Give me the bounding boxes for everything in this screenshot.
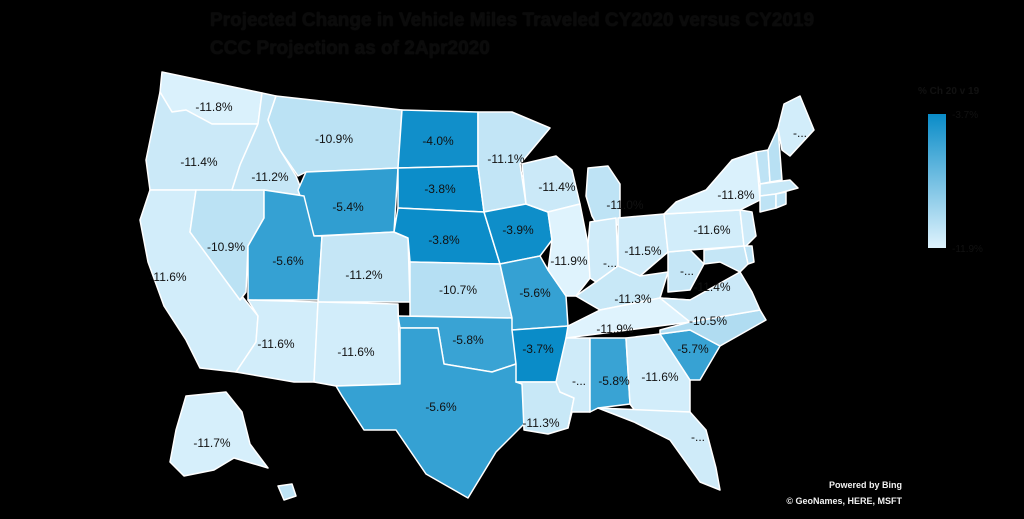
state-value-label-in: -... (603, 256, 617, 270)
state-region-nj[interactable] (739, 209, 757, 247)
state-value-label-ar: -3.7% (522, 342, 554, 356)
state-value-label-wv: -... (680, 264, 694, 278)
state-value-label-ne: -3.8% (428, 233, 460, 247)
state-value-label-ga: -11.6% (641, 370, 678, 384)
state-value-label-nd: -4.0% (422, 134, 454, 148)
state-value-label-wa: -11.8% (195, 100, 232, 114)
state-value-label-fl: -... (691, 430, 705, 444)
credit-powered-by: Powered by Bing (828, 480, 902, 490)
state-region-al[interactable] (589, 337, 631, 413)
state-region-hi[interactable] (277, 483, 297, 501)
state-value-label-ks: -10.7% (439, 283, 477, 297)
legend-max-label: -3.7% (952, 110, 979, 121)
state-value-label-ut: -5.6% (272, 254, 304, 268)
state-value-label-or: -11.4% (180, 155, 217, 169)
state-region-va[interactable] (659, 271, 761, 323)
state-value-label-ok: -5.8% (452, 333, 484, 347)
credit-attribution: © GeoNames, HERE, MSFT (786, 496, 902, 506)
map-title: Projected Change in Vehicle Miles Travel… (210, 10, 815, 31)
state-region-co[interactable] (317, 231, 411, 303)
state-value-label-sd: -3.8% (424, 182, 456, 196)
state-value-label-oh: -11.5% (624, 244, 661, 258)
state-region-nh[interactable] (767, 127, 783, 183)
state-value-label-mt: -10.9% (315, 132, 353, 146)
state-value-label-ia: -3.9% (502, 223, 534, 237)
state-value-label-sc: -5.7% (677, 342, 709, 356)
state-value-label-mo: -5.6% (519, 286, 551, 300)
state-region-nc[interactable] (659, 309, 767, 347)
state-value-label-tn: -11.9% (596, 322, 633, 336)
legend-title: % Ch 20 v 19 (918, 86, 980, 97)
state-value-label-ny: -11.8% (717, 188, 754, 202)
state-value-label-co: -11.2% (345, 268, 382, 282)
state-region-ct[interactable] (759, 193, 777, 213)
state-region-fl[interactable] (597, 407, 721, 491)
state-value-label-pa: -11.6% (693, 223, 730, 237)
state-region-ny[interactable] (663, 151, 761, 215)
state-value-label-ca: -11.6% (149, 270, 186, 284)
state-region-ri[interactable] (775, 191, 787, 209)
state-region-nm[interactable] (313, 301, 401, 387)
state-value-label-il: -11.9% (550, 254, 587, 268)
state-region-ma[interactable] (759, 179, 799, 197)
state-value-label-nm: -11.6% (337, 345, 374, 359)
state-region-tx[interactable] (335, 327, 529, 499)
legend-color-scale (928, 114, 946, 248)
state-value-label-id: -11.2% (251, 170, 288, 184)
state-value-label-me: -... (793, 126, 807, 140)
state-region-me[interactable] (777, 95, 815, 157)
state-value-label-az: -11.6% (257, 337, 294, 351)
state-value-label-la: -11.3% (522, 416, 559, 430)
state-value-label-wy: -5.4% (332, 200, 364, 214)
state-value-label-va: -11.4% (693, 280, 730, 294)
state-region-mn[interactable] (477, 111, 551, 213)
state-value-label-wi: -11.4% (538, 180, 575, 194)
map-subtitle: CCC Projection as of 2Apr2020 (210, 38, 490, 59)
state-value-label-mi: -11.0% (606, 198, 643, 212)
state-value-label-nv: -10.9% (207, 240, 245, 254)
state-value-label-ms: -... (572, 374, 586, 388)
state-value-label-ky: -11.3% (614, 292, 651, 306)
state-value-label-al: -5.8% (598, 374, 630, 388)
state-value-label-tx: -5.6% (425, 400, 457, 414)
state-value-label-ak: -11.7% (193, 436, 230, 450)
state-value-label-nc: -10.5% (689, 314, 727, 328)
legend-min-label: -11.9% (952, 244, 983, 255)
state-region-oh[interactable] (617, 213, 669, 277)
state-region-ak[interactable] (169, 391, 269, 477)
state-region-md[interactable] (703, 245, 749, 273)
state-value-label-mn: -11.1% (487, 152, 524, 166)
